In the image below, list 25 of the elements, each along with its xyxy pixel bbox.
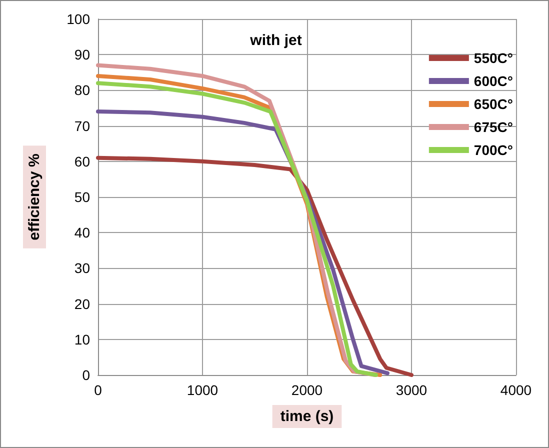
y-tick-label: 100 bbox=[66, 11, 90, 27]
x-tick-label: 1000 bbox=[186, 382, 218, 398]
legend-label: 600C° bbox=[474, 73, 514, 89]
x-tick-label: 4000 bbox=[500, 382, 532, 398]
line-series bbox=[96, 156, 414, 377]
y-tick-label: 0 bbox=[82, 367, 90, 383]
legend-label: 675C° bbox=[474, 119, 514, 135]
y-axis-title: efficiency % bbox=[26, 154, 43, 240]
y-tick-label: 20 bbox=[74, 296, 90, 312]
legend-label: 550C° bbox=[474, 50, 514, 66]
y-tick-label: 10 bbox=[74, 331, 90, 348]
x-tick-label: 2000 bbox=[291, 382, 323, 398]
x-axis-title: time (s) bbox=[280, 408, 334, 425]
text: with jet bbox=[249, 32, 302, 49]
y-tick-label: 60 bbox=[74, 153, 90, 170]
y-tick-label: 70 bbox=[74, 118, 90, 134]
y-tick-label: 80 bbox=[74, 82, 90, 98]
x-tick-label: 0 bbox=[94, 382, 102, 398]
y-tick-label: 30 bbox=[74, 260, 90, 276]
y-tick-label: 90 bbox=[74, 46, 90, 63]
y-tick-label: 50 bbox=[74, 189, 90, 205]
x-tick-label: 3000 bbox=[396, 382, 428, 398]
legend-label: 700C° bbox=[474, 142, 514, 158]
legend-label: 650C° bbox=[474, 96, 514, 112]
y-tick-label: 40 bbox=[74, 224, 90, 241]
